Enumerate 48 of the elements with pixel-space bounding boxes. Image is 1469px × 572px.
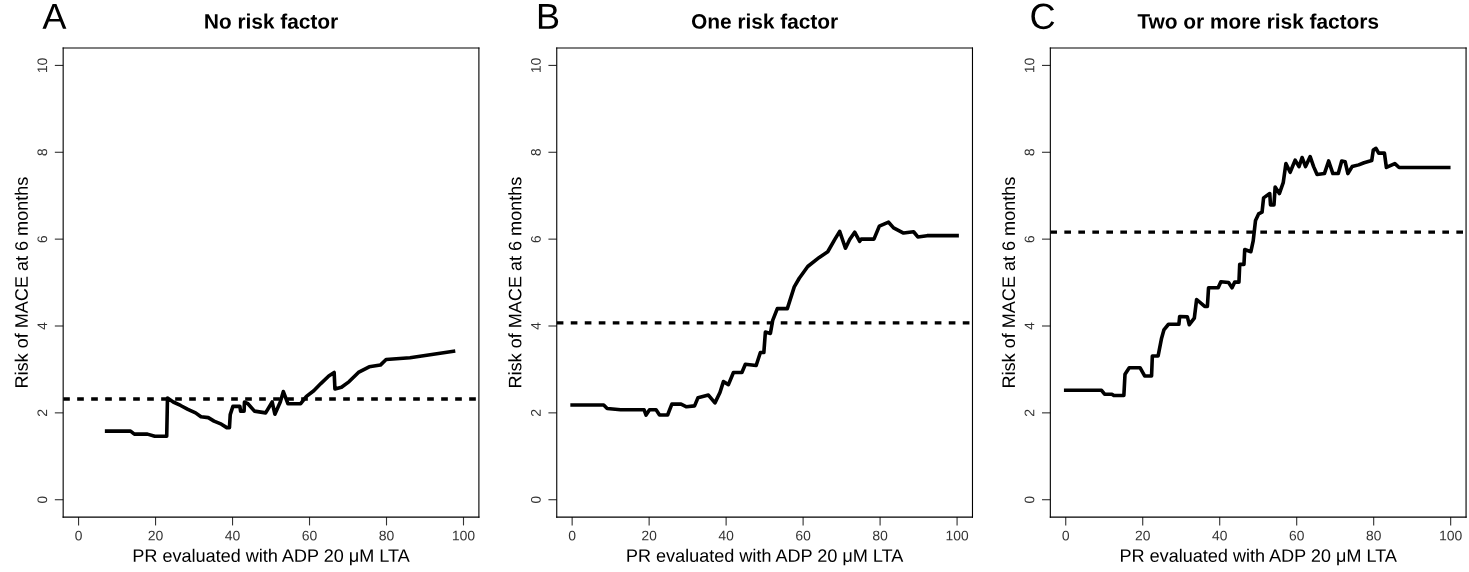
x-tick-label: 100 bbox=[1440, 530, 1462, 541]
x-tick-label: 0 bbox=[75, 530, 82, 541]
x-tick-label: 60 bbox=[796, 530, 811, 541]
y-axis-title: Risk of MACE at 6 months bbox=[508, 177, 522, 387]
x-axis-title: PR evaluated with ADP 20 μM LTA bbox=[1120, 548, 1397, 566]
y-tick-label: 0 bbox=[530, 496, 541, 504]
x-tick-label: 20 bbox=[1135, 530, 1150, 541]
x-tick-label: 40 bbox=[225, 530, 240, 541]
x-tick-label: 20 bbox=[148, 530, 163, 541]
y-axis-title: Risk of MACE at 6 months bbox=[1001, 177, 1016, 387]
y-tick-label: 2 bbox=[1024, 409, 1035, 417]
x-tick-label: 80 bbox=[379, 530, 394, 541]
y-tick-label: 6 bbox=[1024, 235, 1035, 243]
x-axis-title: PR evaluated with ADP 20 μM LTA bbox=[627, 548, 904, 566]
y-tick-label: 8 bbox=[530, 149, 541, 156]
x-tick-label: 100 bbox=[946, 530, 969, 541]
y-tick-label: 10 bbox=[530, 58, 541, 73]
x-tick-label: 0 bbox=[568, 530, 576, 541]
chart-title: No risk factor bbox=[205, 13, 338, 29]
y-tick-label: 2 bbox=[530, 409, 541, 417]
y-tick-label: 0 bbox=[37, 496, 48, 504]
x-axis-title: PR evaluated with ADP 20 μM LTA bbox=[133, 548, 410, 566]
chart-title: One risk factor bbox=[691, 13, 838, 29]
x-tick-label: 0 bbox=[1062, 530, 1070, 541]
y-tick-label: 10 bbox=[1024, 58, 1035, 73]
y-tick-label: 2 bbox=[37, 409, 48, 417]
text: B bbox=[538, 3, 559, 29]
y-tick-label: 4 bbox=[531, 322, 541, 330]
y-tick-label: 4 bbox=[37, 322, 48, 330]
y-axis-title: Risk of MACE at 6 months bbox=[14, 177, 28, 387]
x-tick-label: 20 bbox=[642, 530, 657, 541]
y-tick-label: 8 bbox=[1024, 149, 1035, 156]
x-tick-label: 80 bbox=[1366, 530, 1381, 541]
y-tick-label: 6 bbox=[530, 235, 541, 243]
y-tick-label: 10 bbox=[37, 58, 48, 73]
y-tick-label: 0 bbox=[1024, 496, 1035, 504]
text: C bbox=[1031, 3, 1055, 30]
y-tick-label: 6 bbox=[37, 235, 48, 243]
x-tick-label: 100 bbox=[452, 530, 475, 541]
x-tick-label: 60 bbox=[302, 530, 317, 541]
chart-title: Two or more risk factors bbox=[1137, 13, 1379, 29]
x-tick-label: 40 bbox=[1212, 530, 1227, 541]
text: A bbox=[42, 3, 67, 29]
y-tick-label: 8 bbox=[37, 149, 48, 156]
x-tick-label: 80 bbox=[872, 530, 888, 541]
y-tick-label: 4 bbox=[1024, 322, 1035, 330]
x-tick-label: 60 bbox=[1289, 530, 1304, 541]
x-tick-label: 40 bbox=[718, 530, 734, 541]
